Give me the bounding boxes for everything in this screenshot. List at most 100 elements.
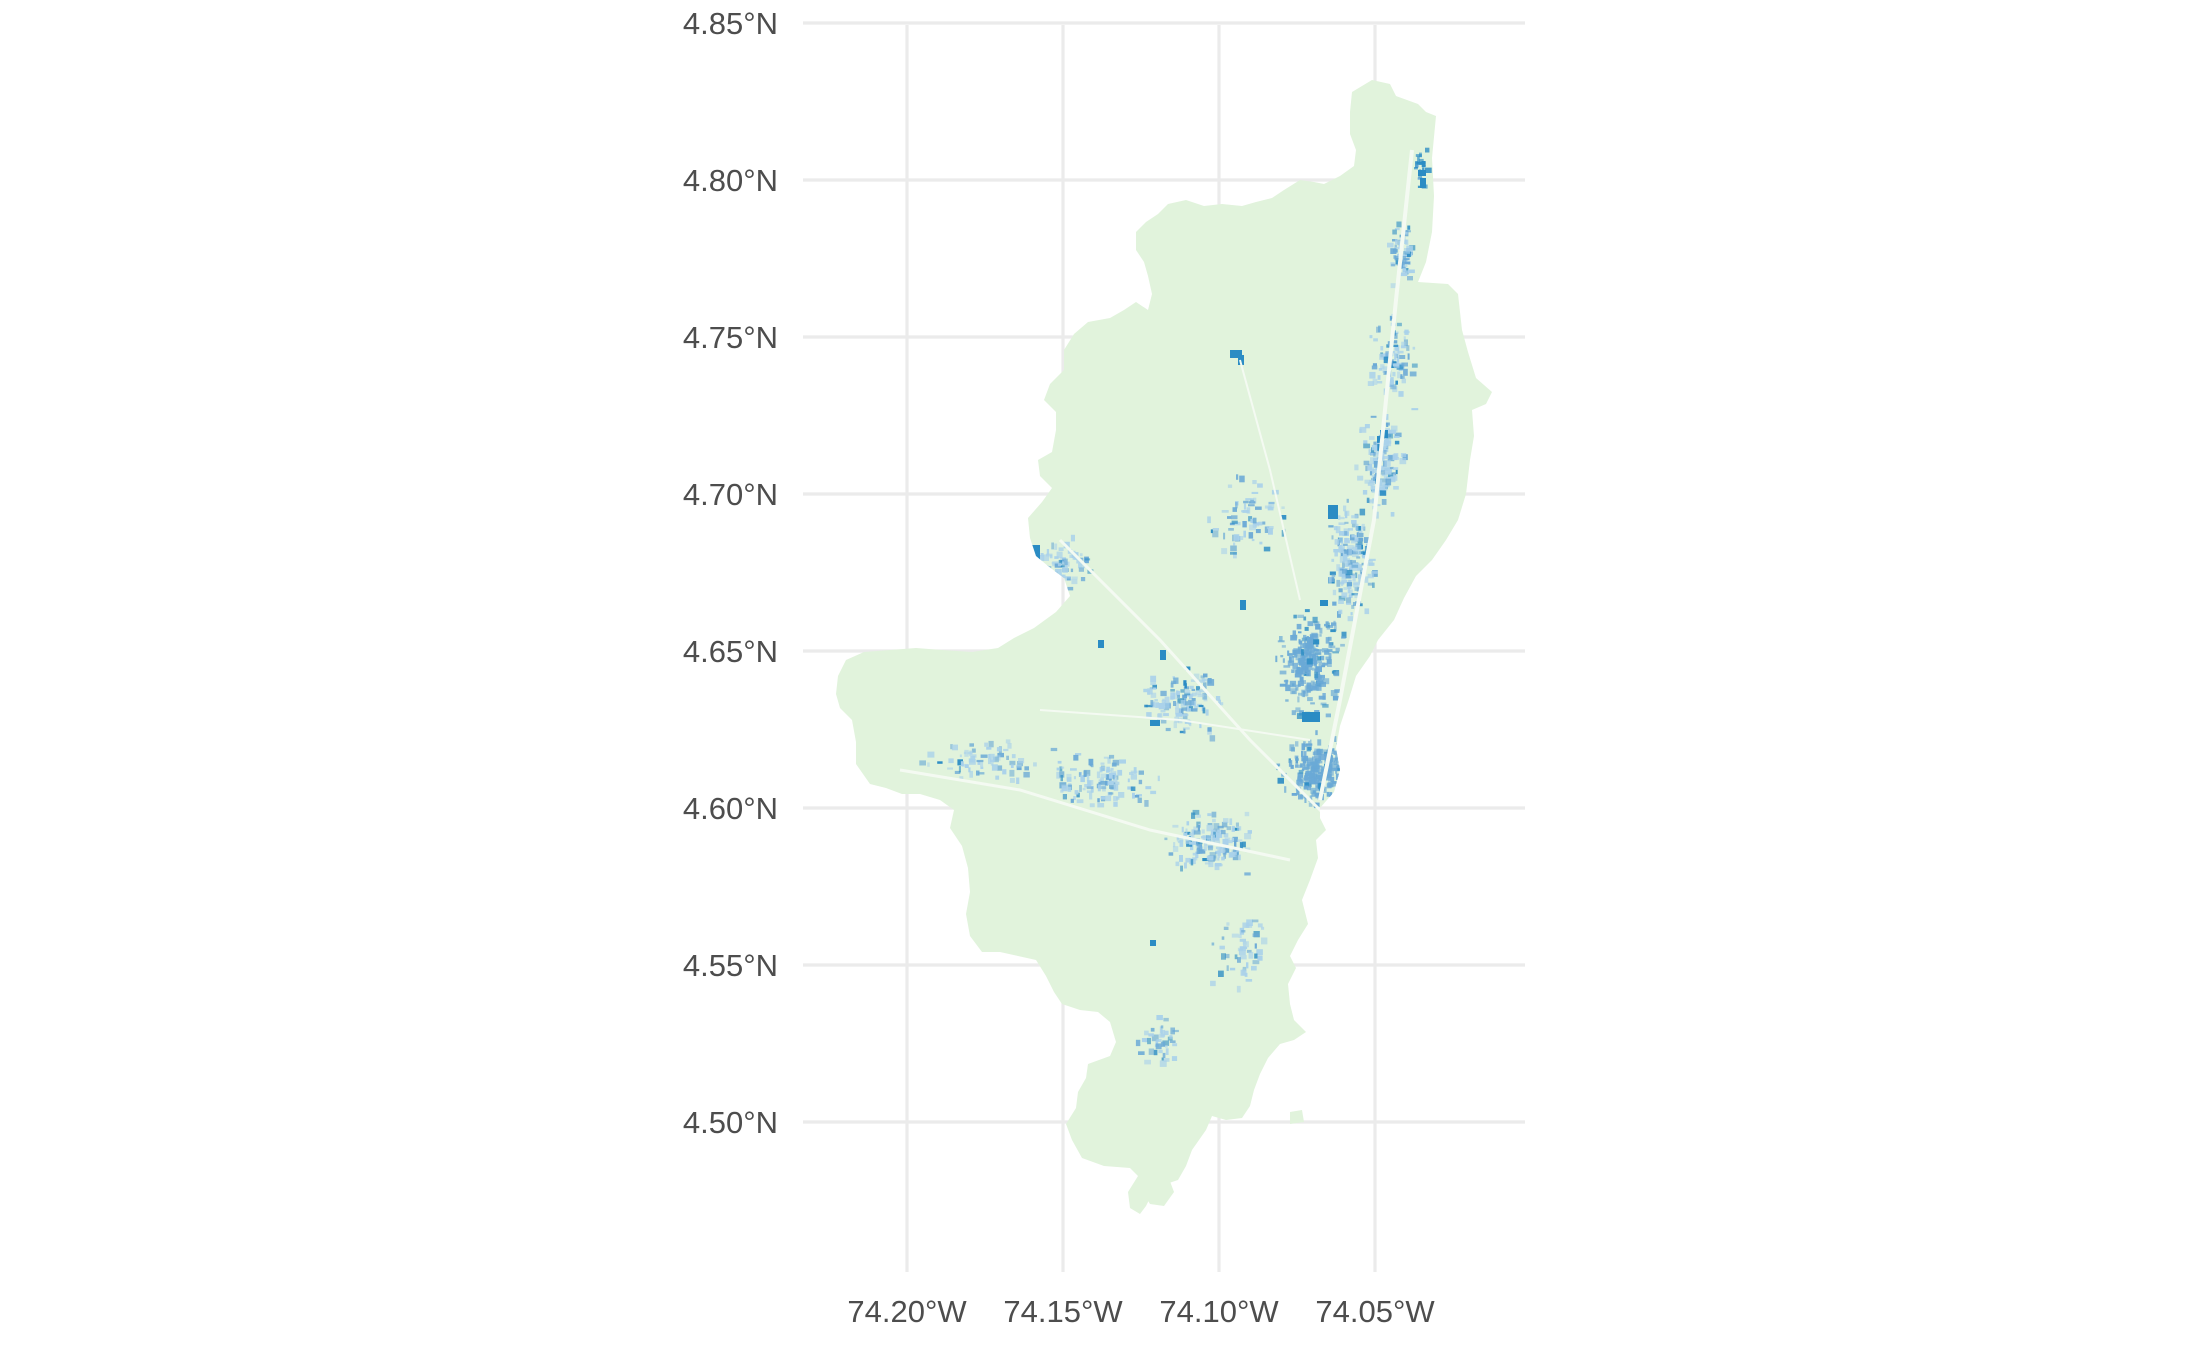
urban-block [1191,692,1197,697]
urban-block [1197,825,1200,832]
urban-block [1302,762,1305,766]
urban-block [1246,949,1252,953]
urban-block [1372,378,1378,385]
urban-block [1097,784,1101,792]
urban-block [1132,792,1135,799]
urban-block [1392,229,1397,235]
urban-block [1303,616,1307,621]
urban-block [1395,380,1398,385]
urban-block [1056,767,1060,771]
urban-block [1207,823,1213,826]
urban-block [1364,537,1371,543]
urban-block [1212,834,1216,841]
urban-block [1350,534,1355,541]
urban-block [1359,532,1364,538]
urban-block [1041,570,1047,576]
urban-block [1150,720,1160,726]
urban-block [1177,694,1180,698]
urban-block [1315,650,1322,655]
urban-block [1392,371,1396,377]
urban-block [1205,709,1209,716]
urban-block [980,766,984,769]
urban-block [1104,780,1109,786]
urban-block [1371,444,1379,451]
urban-block [1135,1039,1141,1047]
urban-block [1291,690,1296,694]
urban-block [1192,839,1198,845]
urban-block [1150,790,1157,795]
urban-block [1235,502,1238,509]
urban-block [1219,847,1225,854]
urban-block [1296,623,1302,630]
urban-block [1329,645,1336,649]
urban-block [1192,852,1199,856]
urban-block [1275,655,1278,663]
urban-block [1191,812,1196,819]
urban-block [1255,522,1260,527]
urban-block [1340,768,1345,774]
urban-block [1300,668,1306,676]
urban-block [1342,753,1348,758]
urban-block [990,761,994,766]
urban-block [1173,692,1178,700]
urban-block [1356,526,1361,531]
urban-block [1247,830,1252,834]
urban-block [1390,248,1397,254]
urban-block [1330,757,1336,763]
urban-block [1332,651,1339,654]
urban-block [1164,1030,1169,1036]
urban-block [1213,823,1220,829]
urban-block [1304,658,1309,666]
urban-block [1196,840,1199,846]
urban-block [1016,777,1020,784]
urban-block [1371,365,1378,370]
urban-block [1248,504,1255,507]
urban-block [1308,802,1313,807]
urban-block [1010,764,1014,768]
urban-block [1338,764,1341,768]
y-tick-label: 4.50°N [683,1105,778,1140]
urban-block [1369,471,1373,476]
urban-block [1330,690,1338,697]
urban-block [1207,678,1212,684]
urban-block [997,752,1004,758]
urban-block [1359,564,1362,570]
urban-block [1160,690,1167,697]
urban-block [1338,599,1344,604]
urban-block [1345,574,1351,579]
urban-block [1352,791,1360,796]
urban-block [1302,759,1306,762]
urban-block [1324,758,1328,763]
urban-block [1075,753,1082,756]
urban-block [1342,568,1348,574]
urban-block [1133,767,1137,774]
urban-block [1317,660,1322,663]
road-line [899,768,1291,862]
urban-block [1367,381,1375,386]
urban-block [1319,627,1323,634]
urban-block [1264,505,1272,509]
urban-block [1089,763,1092,767]
urban-block [1283,665,1291,668]
urban-block [1355,523,1359,531]
urban-block [1046,549,1050,555]
urban-block [1382,366,1388,373]
urban-block [1345,562,1349,568]
urban-block [1363,443,1371,449]
urban-block [1339,531,1345,536]
urban-block [1113,778,1118,782]
urban-block [959,776,964,781]
urban-block [989,753,995,759]
small-polygon [1320,192,1338,212]
urban-block [1144,1030,1149,1036]
urban-block [1287,660,1294,666]
urban-block [1206,855,1214,861]
urban-block [1097,803,1105,808]
urban-block [1372,582,1375,588]
urban-block [1194,705,1198,710]
urban-block [1386,344,1391,348]
urban-block [1342,778,1346,784]
urban-block [1279,683,1287,687]
urban-block [1351,535,1357,538]
urban-block [1335,754,1338,760]
